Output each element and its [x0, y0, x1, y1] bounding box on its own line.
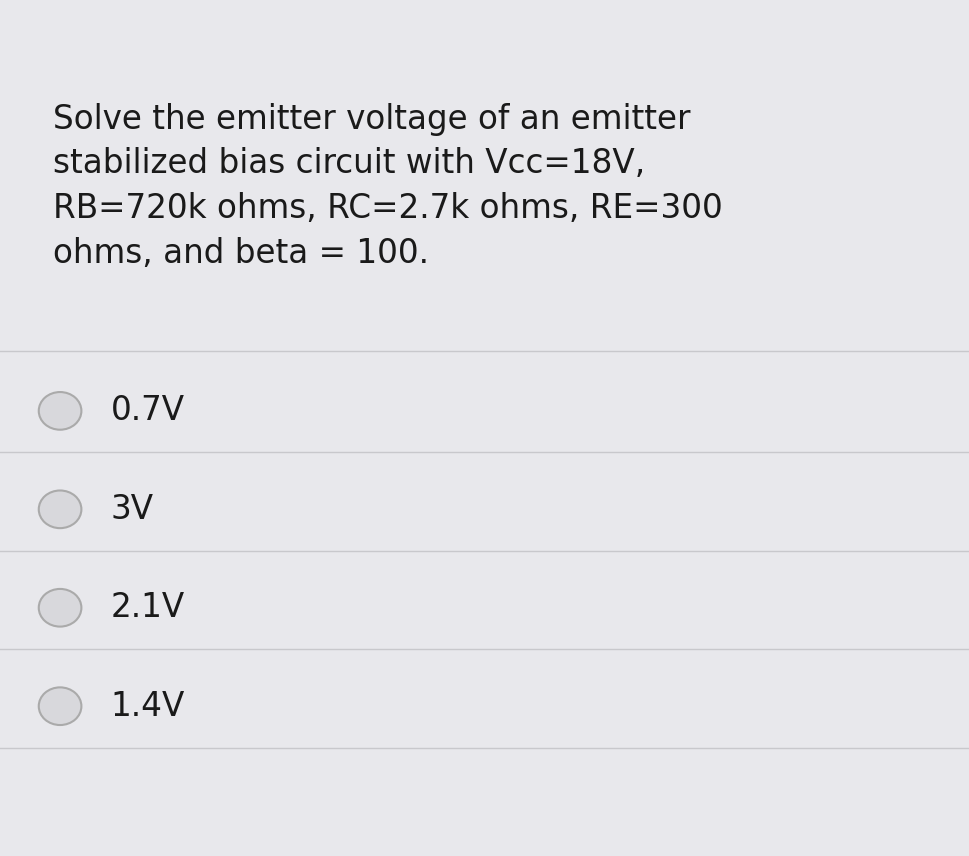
- Circle shape: [39, 687, 81, 725]
- Text: Solve the emitter voltage of an emitter
stabilized bias circuit with Vcc=18V,
RB: Solve the emitter voltage of an emitter …: [53, 103, 723, 270]
- Circle shape: [39, 490, 81, 528]
- Text: 2.1V: 2.1V: [110, 591, 185, 624]
- Text: 1.4V: 1.4V: [110, 690, 185, 722]
- Text: 3V: 3V: [110, 493, 154, 526]
- Circle shape: [39, 392, 81, 430]
- Text: 0.7V: 0.7V: [110, 395, 184, 427]
- Circle shape: [39, 589, 81, 627]
